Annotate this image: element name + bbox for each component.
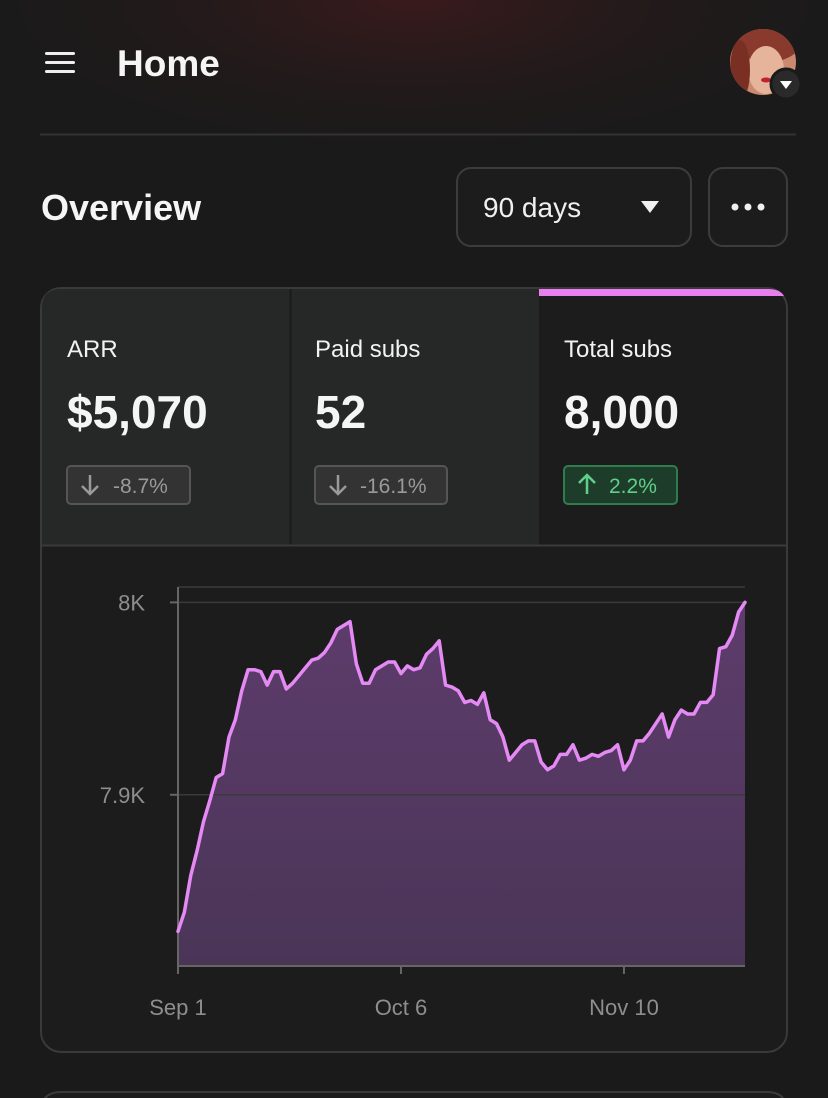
- dot: [744, 203, 752, 211]
- down-arrow: [81, 475, 99, 496]
- dot: [757, 203, 765, 211]
- dropdown-box: [456, 167, 692, 247]
- range-dropdown[interactable]: 90 days: [456, 167, 692, 247]
- dot: [731, 203, 739, 211]
- change-text: -16.1%: [360, 475, 427, 498]
- stat-label: ARR: [67, 336, 118, 363]
- change-text: -8.7%: [113, 475, 168, 498]
- background-glow: [0, 0, 828, 300]
- y-tick-label: 7.9K: [100, 783, 146, 808]
- change-text: 2.2%: [609, 475, 657, 498]
- stat-value: 52: [315, 386, 366, 438]
- x-tick-label: Nov 10: [589, 995, 659, 1020]
- stat-tile[interactable]: ARR $5,070 -8.7%: [66, 336, 208, 505]
- next-card: [40, 1091, 788, 1098]
- up-arrow: [578, 473, 596, 494]
- dropdown-label: 90 days: [483, 192, 581, 223]
- menu-button[interactable]: [45, 52, 75, 73]
- x-tick-label: Sep 1: [149, 995, 207, 1020]
- dropdown-caret: [641, 201, 659, 213]
- area: [178, 602, 745, 966]
- down-arrow: [329, 475, 347, 496]
- section-title: Overview: [41, 187, 202, 228]
- stat-tile[interactable]: Total subs 8,000 2.2%: [563, 336, 679, 505]
- change-badge: [66, 465, 191, 505]
- menu-bar: [45, 70, 75, 73]
- menu-bar: [45, 61, 75, 64]
- avatar-caret: [780, 81, 792, 89]
- stat-label: Paid subs: [315, 336, 420, 363]
- stat-label: Total subs: [564, 336, 672, 363]
- menu-bar: [45, 52, 75, 55]
- change-badge: [563, 465, 678, 505]
- change-badge: [314, 465, 448, 505]
- avatar-button[interactable]: [730, 18, 803, 101]
- stat-value: 8,000: [564, 386, 679, 438]
- stat-tile[interactable]: Paid subs 52 -16.1%: [314, 336, 448, 505]
- line: [176, 600, 747, 934]
- stat-value: $5,070: [67, 386, 208, 438]
- page-title: Home: [117, 43, 220, 84]
- x-tick-label: Oct 6: [375, 995, 428, 1020]
- y-tick-label: 8K: [118, 590, 145, 615]
- more-button[interactable]: [708, 167, 788, 247]
- selected-indicator: [539, 289, 784, 296]
- chart: 7.9K 8K Sep 1 Oct 6 Nov 10: [100, 586, 747, 1020]
